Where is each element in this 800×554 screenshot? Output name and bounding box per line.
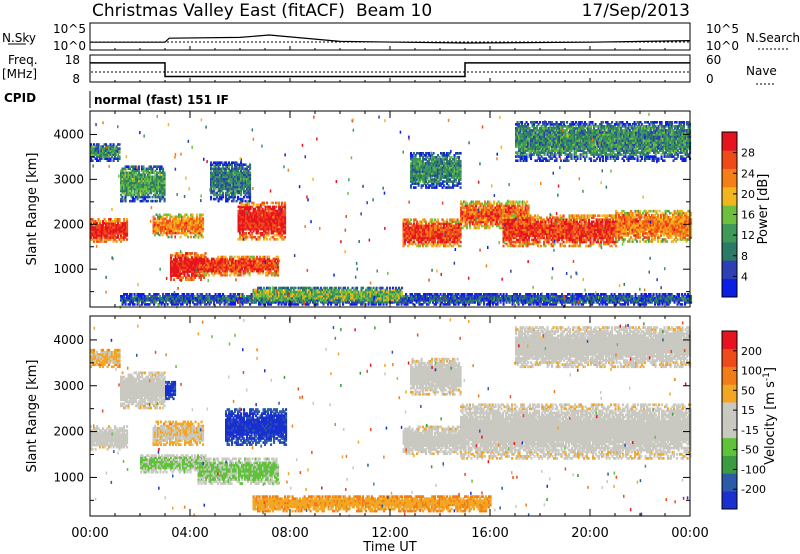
heatmap-cell bbox=[192, 214, 194, 217]
noise-left-bottom-tick: 10^0 bbox=[53, 39, 86, 53]
heatmap-cell bbox=[278, 202, 280, 205]
heatmap-cell bbox=[196, 214, 198, 217]
heatmap-cell bbox=[268, 256, 270, 259]
heatmap-cell bbox=[119, 155, 121, 158]
freq-panel-ticks bbox=[90, 78, 690, 82]
heatmap-cell bbox=[191, 252, 193, 255]
heatmap-cell bbox=[149, 196, 151, 199]
heatmap-cell bbox=[164, 172, 166, 175]
heatmap-cell bbox=[277, 238, 279, 241]
heatmap-cell bbox=[202, 214, 204, 217]
heatmap-cell bbox=[138, 165, 140, 168]
noise-ylabel-right: N.Search bbox=[746, 31, 800, 45]
heatmap-cell bbox=[187, 236, 189, 239]
heatmap-cell bbox=[162, 168, 164, 171]
heatmap-cell bbox=[253, 301, 255, 304]
heatmap-cell bbox=[172, 254, 174, 257]
heatmap-cell bbox=[113, 143, 115, 146]
heatmap-cell bbox=[203, 276, 205, 279]
heatmap-cell bbox=[253, 202, 255, 205]
heatmap-cell bbox=[190, 236, 192, 239]
noise-panel-frame bbox=[90, 23, 690, 50]
heatmap-cell bbox=[269, 287, 271, 290]
heatmap-cell bbox=[208, 274, 210, 277]
freq-left-top-tick: 18 bbox=[65, 53, 80, 67]
heatmap-cell bbox=[222, 192, 224, 195]
heatmap-cell bbox=[635, 293, 637, 296]
freq-ylabel-right: Nave bbox=[746, 64, 777, 78]
heatmap-cell bbox=[119, 147, 121, 150]
heatmap-cell bbox=[653, 293, 655, 296]
heatmap-cell bbox=[284, 202, 286, 205]
heatmap-cell bbox=[167, 303, 169, 306]
cpid-value: normal (fast) 151 IF bbox=[94, 93, 229, 107]
heatmap-cell bbox=[134, 303, 136, 306]
freq-ylabel-line2: [MHz] bbox=[2, 67, 37, 81]
heatmap-cell bbox=[126, 238, 128, 241]
heatmap-cell bbox=[263, 202, 265, 205]
freq-line bbox=[90, 63, 690, 77]
noise-right-bottom-tick: 10^0 bbox=[706, 39, 739, 53]
heatmap-cell bbox=[198, 274, 200, 277]
heatmap-cell bbox=[275, 206, 277, 209]
heatmap-cell bbox=[202, 236, 204, 239]
freq-right-bottom-tick: 0 bbox=[706, 72, 714, 86]
heatmap-cell bbox=[681, 303, 683, 306]
heatmap-cell bbox=[131, 293, 133, 296]
heatmap-cell bbox=[119, 143, 121, 146]
heatmap-cell bbox=[210, 196, 212, 199]
freq-right-top-tick: 60 bbox=[706, 53, 721, 67]
power-heatmap bbox=[90, 113, 692, 309]
heatmap-cell bbox=[180, 236, 182, 239]
heatmap-cell bbox=[264, 256, 266, 259]
noise-left-top-tick: 10^5 bbox=[53, 22, 86, 36]
heatmap-cell bbox=[249, 172, 251, 175]
heatmap-cell bbox=[247, 236, 249, 239]
heatmap-cell bbox=[413, 303, 415, 306]
heatmap-cell bbox=[249, 163, 251, 166]
heatmap-cell bbox=[326, 301, 328, 304]
heatmap-cell bbox=[202, 218, 204, 221]
heatmap-cell bbox=[116, 240, 118, 243]
heatmap-cell bbox=[147, 200, 149, 203]
noise-panel-ticks bbox=[90, 46, 690, 50]
heatmap-cell bbox=[126, 218, 128, 221]
heatmap-cell bbox=[266, 238, 268, 241]
heatmap-cell bbox=[173, 278, 175, 281]
heatmap-cell bbox=[164, 198, 166, 201]
freq-ylabel-line1: Freq. bbox=[8, 53, 38, 67]
heatmap-cell bbox=[284, 236, 286, 239]
station-title: Christmas Valley East (fitACF) bbox=[92, 1, 345, 21]
heatmap-cell bbox=[277, 256, 279, 259]
heatmap-cell bbox=[234, 256, 236, 259]
heatmap-cell bbox=[156, 200, 158, 203]
heatmap-cell bbox=[245, 200, 247, 203]
heatmap-cell bbox=[92, 159, 94, 162]
noise-right-top-tick: 10^5 bbox=[706, 22, 739, 36]
heatmap-cell bbox=[168, 236, 170, 239]
heatmap-cell bbox=[152, 200, 154, 203]
radar-summary-plot: Christmas Valley East (fitACF) Beam 10 1… bbox=[0, 0, 800, 554]
heatmap-cell bbox=[260, 301, 262, 304]
freq-panel-frame bbox=[90, 55, 690, 82]
heatmap-cell bbox=[99, 220, 101, 223]
heatmap-cell bbox=[143, 165, 145, 168]
heatmap-cell bbox=[266, 202, 268, 205]
heatmap-cell bbox=[123, 218, 125, 221]
heatmap-cell bbox=[245, 232, 247, 235]
noise-ylabel-left: N.Sky bbox=[2, 31, 36, 45]
heatmap-cell bbox=[119, 218, 121, 221]
heatmap-cell bbox=[272, 202, 274, 205]
heatmap-cell bbox=[205, 252, 207, 255]
beam-label: Beam 10 bbox=[356, 1, 432, 21]
freq-left-bottom-tick: 8 bbox=[72, 72, 80, 86]
heatmap-cell bbox=[678, 293, 680, 296]
cpid-label: CPID bbox=[4, 91, 36, 105]
date-label: 17/Sep/2013 bbox=[582, 1, 690, 21]
heatmap-cell bbox=[295, 287, 297, 290]
